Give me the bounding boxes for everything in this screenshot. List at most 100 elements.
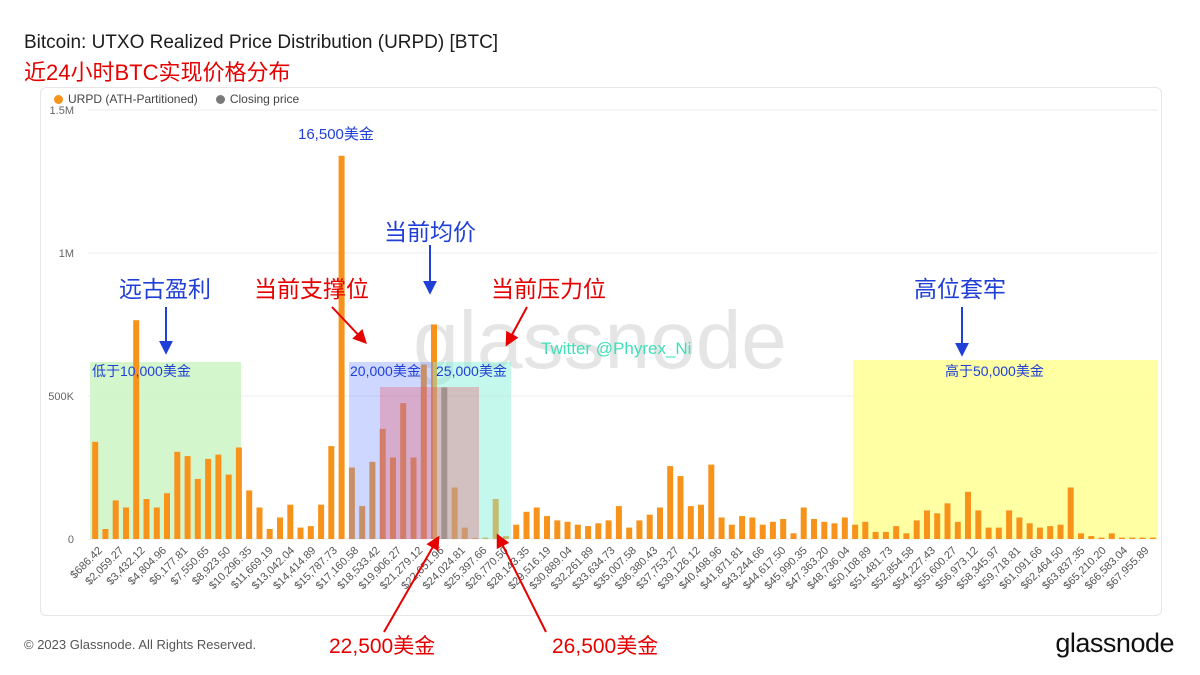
urpd-bar xyxy=(728,524,735,539)
legend-item-closing[interactable]: Closing price xyxy=(215,92,299,106)
urpd-bar xyxy=(1047,526,1054,539)
urpd-bar xyxy=(893,526,900,539)
urpd-bar xyxy=(348,467,355,539)
urpd-bar xyxy=(811,519,817,539)
urpd-bar xyxy=(410,457,417,539)
y-tick-label: 1M xyxy=(59,248,74,260)
urpd-bar xyxy=(872,531,879,539)
urpd-bar xyxy=(1067,487,1074,539)
urpd-bar xyxy=(420,364,427,539)
urpd-bar xyxy=(831,523,838,539)
urpd-bar xyxy=(318,504,325,539)
urpd-bar xyxy=(944,503,951,540)
urpd-bar xyxy=(256,507,263,539)
closing-price-bar xyxy=(441,387,448,539)
urpd-bar xyxy=(975,510,982,539)
urpd-bar xyxy=(461,527,468,539)
price-20k-label: 20,000美金 xyxy=(350,363,421,379)
zone-25k xyxy=(433,362,511,539)
urpd-bar xyxy=(482,537,489,539)
urpd-bar xyxy=(112,500,119,539)
urpd-bar xyxy=(1108,533,1115,539)
urpd-bar xyxy=(657,507,663,539)
urpd-bar xyxy=(698,504,704,539)
urpd-bar xyxy=(903,533,910,539)
support-label: 当前支撑位 xyxy=(254,276,369,302)
ancient-profit-label: 远古盈利 xyxy=(119,276,211,302)
zone-support-resistance xyxy=(380,387,479,539)
urpd-bar xyxy=(277,517,283,539)
urpd-bar xyxy=(615,506,622,539)
urpd-bar xyxy=(749,517,756,539)
urpd-bar xyxy=(780,519,787,539)
urpd-bar xyxy=(533,507,540,539)
urpd-bar xyxy=(995,527,1002,539)
urpd-bar xyxy=(852,524,859,539)
chart-title: Bitcoin: UTXO Realized Price Distributio… xyxy=(24,32,499,53)
urpd-bar xyxy=(266,529,273,539)
urpd-bar xyxy=(605,520,612,539)
legend-dot-icon xyxy=(54,94,63,104)
urpd-bar xyxy=(739,516,746,539)
urpd-bar xyxy=(513,524,520,539)
urpd-bar xyxy=(523,511,530,539)
legend-item-urpd[interactable]: URPD (ATH-Partitioned) xyxy=(54,92,198,106)
urpd-bar xyxy=(153,507,160,539)
urpd-bar xyxy=(1026,523,1033,539)
urpd-bar xyxy=(92,441,99,539)
urpd-bar xyxy=(1098,537,1105,539)
urpd-bar xyxy=(133,320,140,539)
urpd-bar xyxy=(184,456,191,539)
urpd-bar xyxy=(235,447,242,539)
urpd-bar xyxy=(769,521,776,539)
urpd-bar xyxy=(544,516,550,539)
glassnode-logo: glassnode xyxy=(1055,628,1174,658)
urpd-bar xyxy=(1149,537,1156,539)
urpd-bar xyxy=(636,520,643,539)
urpd-bar xyxy=(472,538,479,539)
urpd-bar xyxy=(821,521,828,539)
zone-above-50k xyxy=(853,360,1158,539)
urpd-bar xyxy=(954,521,961,539)
urpd-bar xyxy=(338,155,345,540)
legend-dot-icon xyxy=(215,94,225,104)
below-10k-label: 低于10,000美金 xyxy=(92,363,191,379)
urpd-bar xyxy=(215,454,222,539)
zone-20k xyxy=(349,362,433,539)
price-26500-arrow xyxy=(496,533,547,633)
urpd-bar xyxy=(246,490,253,539)
urpd-bar xyxy=(328,446,335,539)
legend: URPD (ATH-Partitioned) Closing price xyxy=(54,92,299,106)
urpd-bar xyxy=(369,461,376,539)
urpd-bar xyxy=(297,527,304,539)
urpd-bar xyxy=(390,457,396,539)
urpd-bar xyxy=(492,499,499,539)
urpd-bar xyxy=(667,466,674,539)
urpd-bar xyxy=(1006,510,1013,539)
urpd-bar xyxy=(862,521,869,539)
urpd-bar xyxy=(574,524,581,539)
urpd-bar xyxy=(431,324,437,539)
urpd-bar xyxy=(708,464,715,539)
urpd-bar xyxy=(595,523,602,539)
urpd-bar xyxy=(143,499,150,539)
price-22500-arrow xyxy=(383,535,440,633)
urpd-bar xyxy=(924,510,930,539)
urpd-bar xyxy=(123,507,129,539)
urpd-bar xyxy=(1129,537,1136,539)
urpd-bar xyxy=(841,517,848,539)
urpd-bar xyxy=(1078,533,1084,539)
high-trapped-label: 高位套牢 xyxy=(914,276,1006,302)
urpd-bar xyxy=(913,520,920,539)
urpd-bar xyxy=(194,478,201,539)
urpd-bar xyxy=(718,517,725,539)
price-22500-label: 22,500美金 xyxy=(329,635,436,658)
urpd-bar xyxy=(554,520,561,539)
urpd-bar xyxy=(759,524,766,539)
urpd-bar xyxy=(626,527,633,539)
urpd-bar xyxy=(1119,537,1126,539)
urpd-bar xyxy=(1016,517,1023,539)
y-tick-label: 0 xyxy=(68,534,74,546)
copyright: © 2023 Glassnode. All Rights Reserved. xyxy=(24,637,257,652)
